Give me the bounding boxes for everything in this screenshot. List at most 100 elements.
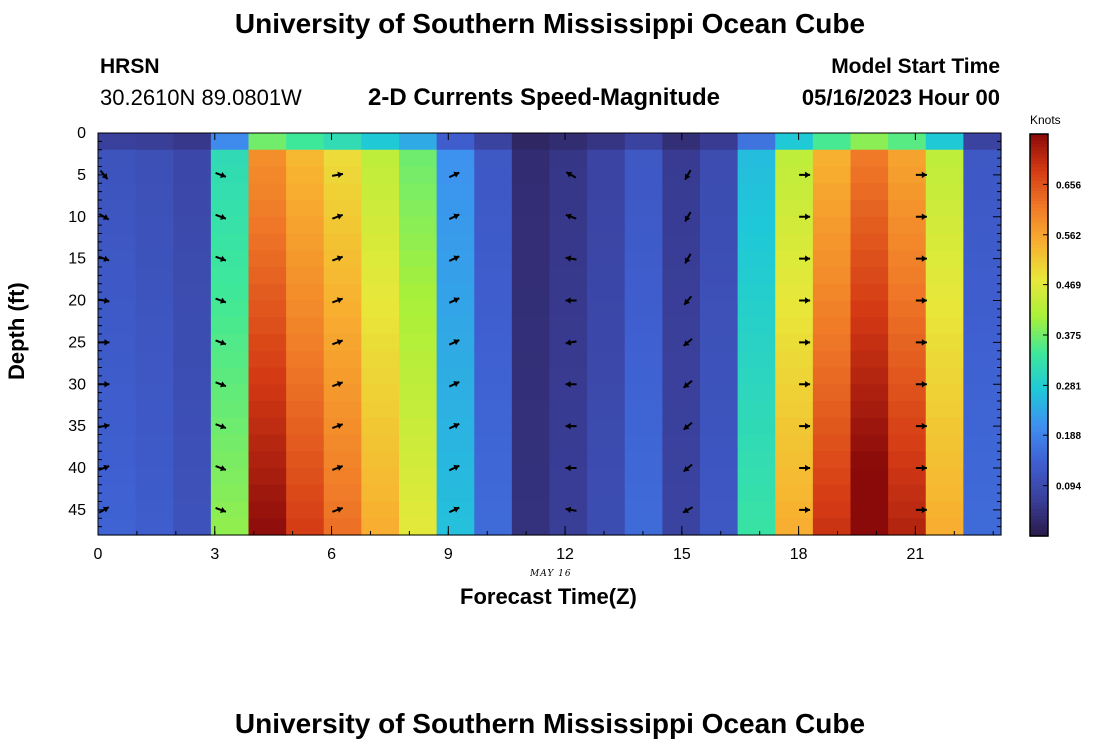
colorbar-segment: [1030, 522, 1048, 527]
heatmap-cell: [963, 367, 1002, 385]
heatmap-cell: [963, 233, 1002, 251]
vector-head: [336, 213, 343, 220]
vector-head: [805, 171, 811, 179]
heatmap-cell: [474, 317, 513, 335]
heatmap-cell: [210, 518, 250, 536]
colorbar-segment: [1030, 358, 1048, 363]
vector-head: [683, 465, 690, 472]
heatmap-cell: [587, 233, 626, 251]
heatmap-cell: [323, 166, 362, 184]
heatmap-cell: [775, 484, 814, 503]
vector-head: [453, 423, 460, 429]
station-coordinates: 30.2610N 89.0801W: [100, 85, 302, 110]
vector-head: [103, 297, 110, 304]
colorbar-segment: [1030, 479, 1048, 483]
y-tick-label: 15: [68, 251, 86, 268]
heatmap-cell: [135, 149, 174, 168]
heatmap-cell: [812, 334, 852, 352]
heatmap-cell: [925, 401, 964, 419]
heatmap-cell: [700, 267, 739, 285]
heatmap-cell: [399, 401, 438, 419]
heatmap-cell: [888, 250, 927, 268]
vector-head: [805, 381, 811, 388]
y-tick-label: 20: [68, 293, 86, 310]
current-vector: [565, 213, 577, 220]
heatmap-cell: [399, 501, 438, 519]
heatmap-cell: [812, 133, 852, 151]
heatmap-cell: [248, 317, 287, 335]
colorbar-segment: [1030, 321, 1048, 326]
current-vector: [332, 297, 344, 304]
x-tick-label: 18: [790, 546, 808, 563]
heatmap-cell: [587, 484, 626, 503]
heatmap-cell: [888, 417, 927, 436]
heatmap-cell: [624, 384, 663, 402]
heatmap-cell: [399, 434, 438, 452]
heatmap-cell: [549, 149, 588, 168]
colorbar-tick-label: 0.469: [1056, 281, 1081, 292]
heatmap-cell: [549, 484, 588, 503]
heatmap-cell: [775, 468, 814, 486]
vector-head: [805, 422, 811, 430]
heatmap-cell: [399, 200, 438, 218]
colorbar-segment: [1030, 442, 1048, 447]
heatmap-cell: [624, 484, 663, 503]
heatmap-cell: [323, 417, 362, 436]
heatmap-cell: [286, 317, 325, 335]
heatmap-cell: [474, 250, 513, 268]
heatmap-cell: [474, 401, 513, 419]
heatmap-cell: [474, 233, 513, 251]
heatmap-cell: [248, 149, 287, 168]
heatmap-cell: [173, 216, 212, 235]
colorbar-segment: [1030, 144, 1048, 148]
colorbar-segment: [1030, 187, 1048, 192]
current-vector: [565, 171, 577, 179]
current-vector: [682, 379, 693, 389]
heatmap-cell: [850, 367, 889, 385]
heatmap-cell: [173, 233, 212, 251]
vector-head: [684, 257, 691, 264]
vector-head: [104, 339, 110, 346]
heatmap-cell: [399, 300, 438, 318]
current-vector: [448, 506, 460, 514]
y-tick-label: 35: [68, 418, 86, 435]
heatmap-cell: [587, 183, 626, 201]
colorbar-segment: [1030, 509, 1048, 514]
heatmap-cell: [511, 283, 551, 302]
heatmap-cell: [587, 334, 626, 352]
current-vector: [565, 381, 577, 388]
heatmap-cell: [624, 200, 663, 218]
heatmap-cell: [737, 434, 776, 452]
heatmap-cell: [210, 501, 250, 519]
footer-title: University of Southern Mississippi Ocean…: [234, 708, 866, 739]
heatmap-cell: [173, 417, 212, 436]
x-tick-label: 21: [906, 546, 924, 563]
vector-head: [921, 464, 927, 472]
heatmap-cell: [624, 401, 663, 419]
heatmap-cell: [399, 267, 438, 285]
heatmap-cell: [474, 350, 513, 369]
heatmap-cell: [474, 367, 513, 385]
colorbar-tick-label: 0.188: [1056, 431, 1081, 442]
colorbar-segment: [1030, 281, 1048, 286]
heatmap-cell: [210, 133, 250, 151]
current-vector: [215, 172, 227, 179]
x-tick-label: 3: [210, 546, 219, 563]
heatmap-cell: [963, 133, 1002, 151]
heatmap-cell: [511, 300, 551, 318]
colorbar-tick-label: 0.094: [1056, 482, 1081, 493]
colorbar-segment: [1030, 408, 1048, 413]
heatmap-cell: [361, 250, 400, 268]
heatmap-cell: [511, 384, 551, 402]
heatmap-cell: [399, 384, 438, 402]
heatmap-cell: [925, 133, 964, 151]
heatmap-cell: [173, 501, 212, 519]
heatmap-cell: [286, 133, 325, 151]
heatmap-cell: [248, 384, 287, 402]
heatmap-cell: [888, 166, 927, 184]
heatmap-cell: [662, 484, 701, 503]
vector-head: [220, 423, 226, 430]
heatmap-cell: [173, 468, 212, 486]
colorbar-segment: [1030, 308, 1048, 313]
vector-head: [921, 422, 927, 430]
